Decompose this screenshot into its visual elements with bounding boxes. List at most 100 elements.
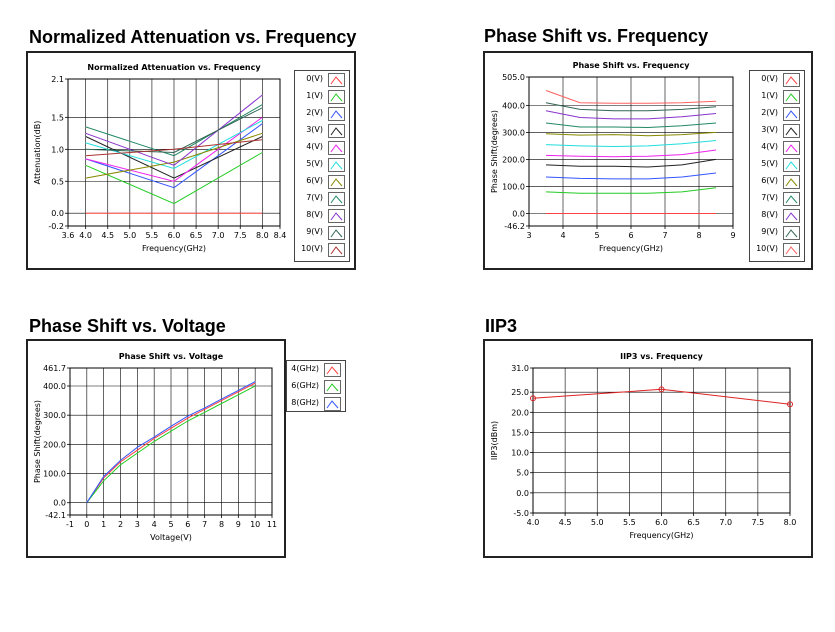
y-tick-label: 0.0 [53, 499, 66, 508]
x-tick-label: 3 [135, 520, 140, 529]
x-tick-label: 7 [202, 520, 207, 529]
legend-swatch-icon [783, 124, 800, 138]
legend-swatch-icon [783, 73, 800, 87]
y-tick-label: 20.0 [511, 408, 529, 417]
series-line-10(V) [545, 90, 717, 104]
phase-volt-section-title: Phase Shift vs. Voltage [29, 316, 226, 336]
chart-title: Phase Shift vs. Voltage [119, 352, 224, 361]
x-tick-label: 5 [594, 231, 599, 240]
y-tick-label: 200.0 [502, 155, 525, 164]
y-tick-label: 100.0 [502, 182, 525, 191]
data-point [787, 401, 793, 408]
x-tick-label: 6.0 [655, 518, 668, 527]
x-tick-label: 9 [236, 520, 241, 529]
legend-swatch-icon [328, 141, 345, 155]
legend-label: 0(V) [761, 74, 778, 83]
x-tick-label: 6.5 [687, 518, 700, 527]
legend-item: 0(V) [295, 72, 349, 89]
legend-swatch-icon [328, 243, 345, 257]
legend-swatch-icon [328, 73, 345, 87]
phase_volt-chart-svg: Phase Shift vs. Voltage -1 0 1 2 3 4 5 6 7 8 9 10 11 -… [33, 352, 277, 542]
attenuation-section-title: Normalized Attenuation vs. Frequency [29, 27, 357, 47]
series-line-4(GHz) [86, 382, 256, 503]
y-tick-label: 5.0 [516, 469, 529, 478]
y-axis-label: Phase Shift(degrees) [33, 400, 42, 483]
legend-item: 9(V) [750, 225, 804, 242]
legend-swatch-icon [328, 209, 345, 223]
legend-swatch-icon [328, 107, 345, 121]
y-axis-label: Attenuation(dB) [33, 121, 42, 185]
series-line-1(V) [85, 152, 263, 205]
legend-swatch-icon [783, 243, 800, 257]
y-tick-label: -0.2 [48, 222, 64, 231]
legend-swatch-icon [328, 226, 345, 240]
legend-swatch-icon [783, 158, 800, 172]
x-tick-label: -1 [66, 520, 74, 529]
series-line-8(V) [85, 94, 263, 166]
x-tick-label: 5.0 [591, 518, 604, 527]
legend-item: 8(V) [295, 208, 349, 225]
y-tick-label: -46.2 [504, 222, 525, 231]
y-tick-label: 400.0 [43, 382, 66, 391]
series-line-6(V) [545, 131, 717, 137]
series-line-9(V) [85, 107, 263, 154]
x-tick-label: 7.0 [212, 231, 225, 240]
x-tick-label: 4.5 [559, 518, 572, 527]
x-tick-label: 5.0 [123, 231, 136, 240]
data-point [658, 386, 665, 393]
y-tick-label: 0.5 [51, 177, 64, 186]
legend-swatch-icon [783, 141, 800, 155]
iip3-chart-svg: IIP3 vs. Frequency 4.0 4.5 5.0 5.5 6.0 6.5 7.0 7… [490, 352, 796, 540]
data-point [530, 395, 536, 402]
x-tick-label: 3 [526, 231, 531, 240]
series-line-5(V) [85, 120, 263, 170]
y-tick-label: 200.0 [43, 440, 66, 449]
legend-label: 6(V) [761, 176, 778, 185]
legend-label: 5(V) [761, 159, 778, 168]
legend-item: 7(V) [750, 191, 804, 208]
legend-item: 5(V) [295, 157, 349, 174]
legend-swatch-icon [783, 175, 800, 189]
legend-item: 2(V) [295, 106, 349, 123]
legend-swatch-icon [324, 380, 341, 394]
series-line-4(V) [85, 116, 263, 182]
x-tick-label: 1 [101, 520, 106, 529]
x-axis-label: Frequency(GHz) [142, 244, 206, 253]
x-tick-label: 11 [267, 520, 277, 529]
series-line-7(V) [85, 104, 263, 157]
legend-swatch-icon [783, 209, 800, 223]
series-line-9(V) [545, 102, 717, 112]
legend-label: 10(V) [756, 244, 778, 253]
y-tick-label: -5.0 [513, 509, 529, 518]
x-tick-label: 7.0 [719, 518, 732, 527]
series-line-8(V) [545, 110, 717, 120]
legend-label: 2(V) [761, 108, 778, 117]
legend-item: 5(V) [750, 157, 804, 174]
x-tick-label: 0 [84, 520, 89, 529]
legend-item: 3(V) [295, 123, 349, 140]
legend-item: 4(V) [295, 140, 349, 157]
x-tick-label: 8 [219, 520, 224, 529]
y-tick-label: 0.0 [516, 489, 529, 498]
legend-item: 0(V) [750, 72, 804, 89]
x-tick-label: 8 [696, 231, 701, 240]
legend-item: 6(GHz) [287, 379, 345, 396]
x-tick-label: 6 [628, 231, 633, 240]
legend-label: 4(V) [761, 142, 778, 151]
chart-title: IIP3 vs. Frequency [620, 352, 704, 361]
phase-freq-section-title: Phase Shift vs. Frequency [484, 26, 709, 46]
legend-item: 2(V) [750, 106, 804, 123]
x-tick-label: 7.5 [234, 231, 247, 240]
legend-swatch-icon [328, 90, 345, 104]
phase_volt-legend: 4(GHz) 6(GHz) 8(GHz) [286, 360, 346, 412]
legend-label: 2(V) [306, 108, 323, 117]
x-tick-label: 6 [185, 520, 190, 529]
legend-swatch-icon [783, 90, 800, 104]
x-tick-label: 4 [560, 231, 565, 240]
y-tick-label: 505.0 [502, 73, 525, 82]
x-tick-label: 5.5 [623, 518, 636, 527]
series-line-8(GHz) [86, 381, 256, 503]
legend-swatch-icon [783, 226, 800, 240]
legend-label: 4(V) [306, 142, 323, 151]
x-tick-label: 4 [152, 520, 157, 529]
